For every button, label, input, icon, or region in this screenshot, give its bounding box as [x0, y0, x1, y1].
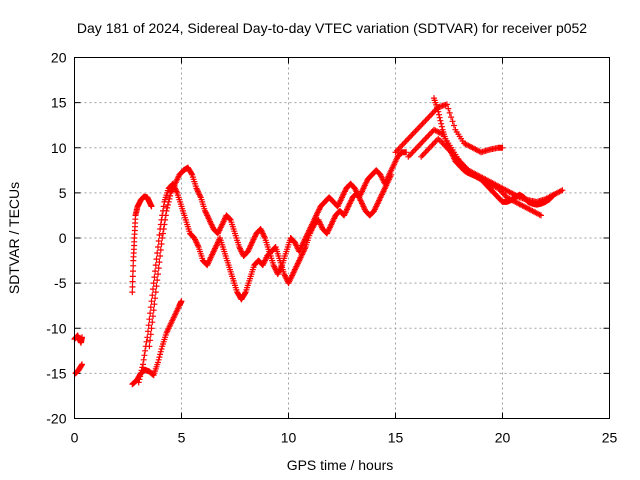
series-trace-3: [129, 193, 155, 296]
series-trace-10: [431, 95, 557, 208]
x-axis-label: GPS time / hours: [287, 457, 394, 473]
data-point-markers: [135, 171, 395, 386]
x-tick-label: 20: [495, 430, 511, 446]
series-trace-1: [71, 332, 85, 346]
y-tick-label: 0: [59, 230, 67, 246]
x-tick-label: 0: [71, 430, 79, 446]
axis-tick-labels: 0 5 10 15 20 25 -20 -15 -10 -5 0 5 10 15 20: [46, 50, 617, 446]
x-tick-label: 25: [602, 430, 618, 446]
x-tick-label: 15: [388, 430, 404, 446]
data-point-markers: [392, 101, 506, 156]
y-tick-label: 5: [59, 185, 67, 201]
chart-title: Day 181 of 2024, Sidereal Day-to-day VTE…: [77, 20, 587, 36]
data-points: [71, 95, 566, 388]
x-tick-label: 5: [178, 430, 186, 446]
y-axis-label: SDTVAR / TECUs: [6, 182, 22, 294]
data-point-markers: [72, 361, 85, 377]
y-tick-label: -5: [54, 275, 67, 291]
series-trace-7: [392, 101, 506, 156]
series-trace-2: [72, 361, 85, 377]
y-tick-label: 20: [51, 50, 67, 66]
data-point-markers: [431, 95, 557, 208]
y-tick-label: 15: [51, 95, 67, 111]
data-point-markers: [71, 332, 85, 346]
series-trace-6: [146, 149, 410, 350]
y-tick-label: -20: [46, 411, 66, 427]
data-point-markers: [146, 149, 410, 350]
data-point-markers: [129, 193, 155, 296]
y-tick-label: 10: [51, 140, 67, 156]
y-tick-label: -10: [46, 320, 66, 336]
plot-frame: [74, 57, 610, 419]
y-tick-label: -15: [46, 365, 66, 381]
x-tick-label: 10: [281, 430, 297, 446]
series-trace-5: [135, 171, 395, 386]
